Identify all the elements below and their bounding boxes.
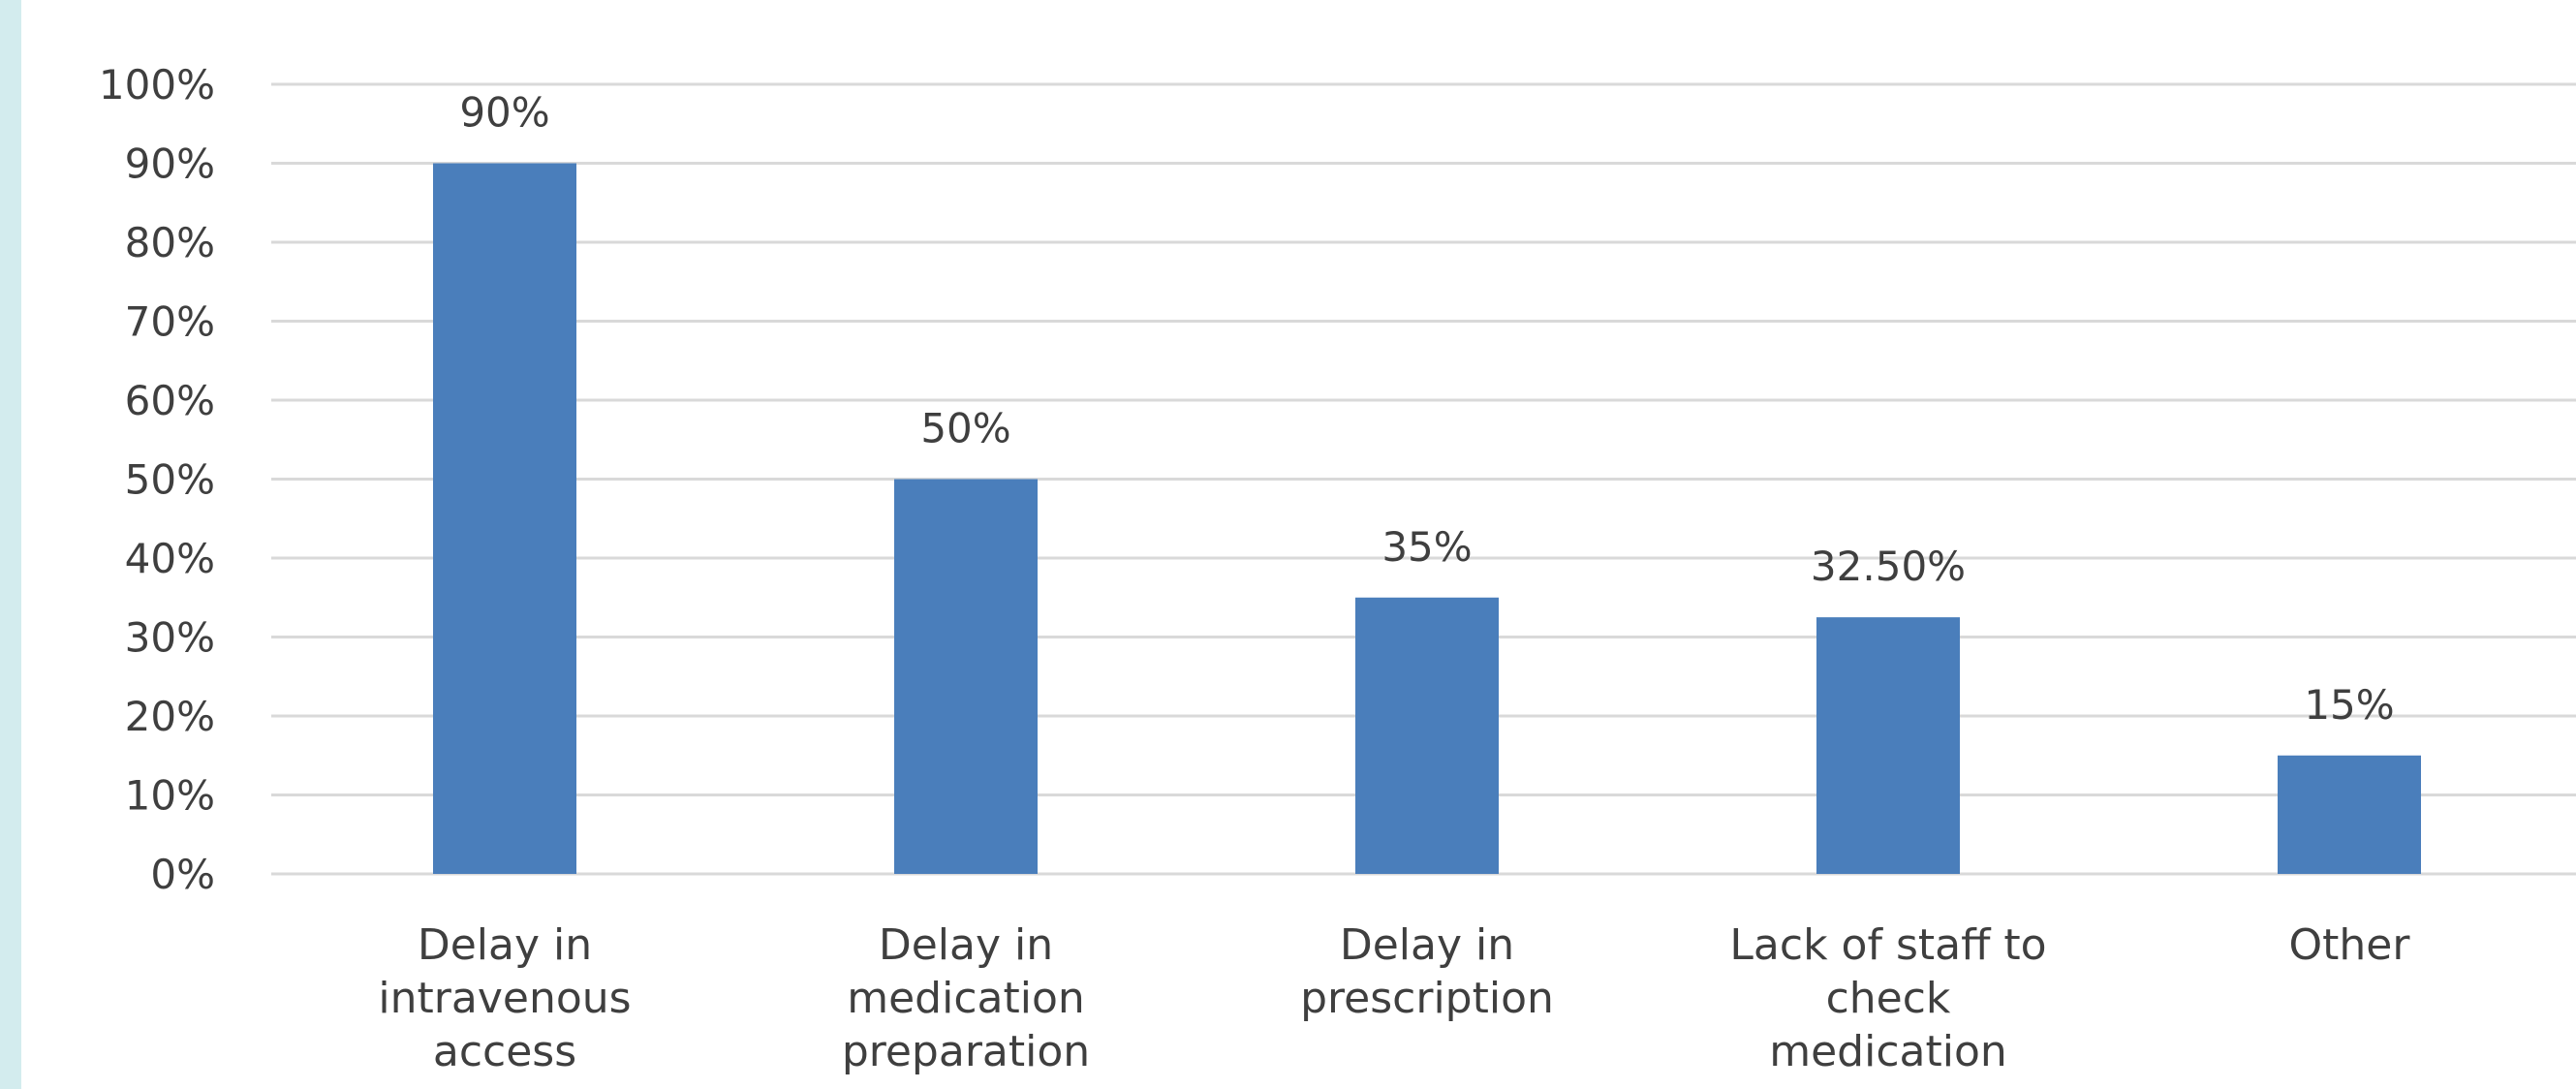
y-tick-label: 40% — [125, 535, 215, 582]
y-tick-label: 30% — [125, 614, 215, 662]
x-category-label: Other — [2289, 920, 2411, 970]
x-category-label: Delay in prescription — [1300, 920, 1554, 1023]
x-axis-category-labels: Delay in intravenous access Delay in medicat… — [378, 920, 2410, 1076]
data-label: 90% — [459, 89, 549, 137]
bar — [1816, 617, 1960, 874]
data-label: 15% — [2304, 681, 2394, 729]
y-tick-label: 70% — [125, 298, 215, 346]
data-label: 35% — [1381, 523, 1472, 571]
x-category-label: Lack of staff to check medication — [1729, 920, 2046, 1076]
y-tick-label: 10% — [125, 772, 215, 820]
bars — [433, 163, 2421, 874]
y-tick-label: 20% — [125, 693, 215, 740]
x-category-label: Delay in intravenous access — [378, 920, 631, 1076]
y-axis-tick-labels: 0% 10% 20% 30% 40% 50% 60% 70% 80% 90% 100% — [99, 61, 215, 898]
x-category-label: Delay in medication preparation — [842, 920, 1090, 1076]
left-edge-stripe — [0, 0, 21, 1089]
bar — [433, 163, 576, 874]
bar — [894, 479, 1038, 874]
bar — [2278, 755, 2421, 874]
data-labels: 90% 50% 35% 32.50% 15% — [459, 89, 2394, 729]
y-tick-label: 100% — [99, 61, 215, 109]
bar — [1355, 597, 1499, 874]
y-tick-label: 0% — [150, 851, 215, 898]
y-tick-label: 80% — [125, 219, 215, 266]
data-label: 32.50% — [1811, 543, 1966, 590]
y-tick-label: 60% — [125, 377, 215, 424]
y-tick-label: 50% — [125, 456, 215, 504]
y-tick-label: 90% — [125, 140, 215, 188]
data-label: 50% — [920, 405, 1010, 452]
